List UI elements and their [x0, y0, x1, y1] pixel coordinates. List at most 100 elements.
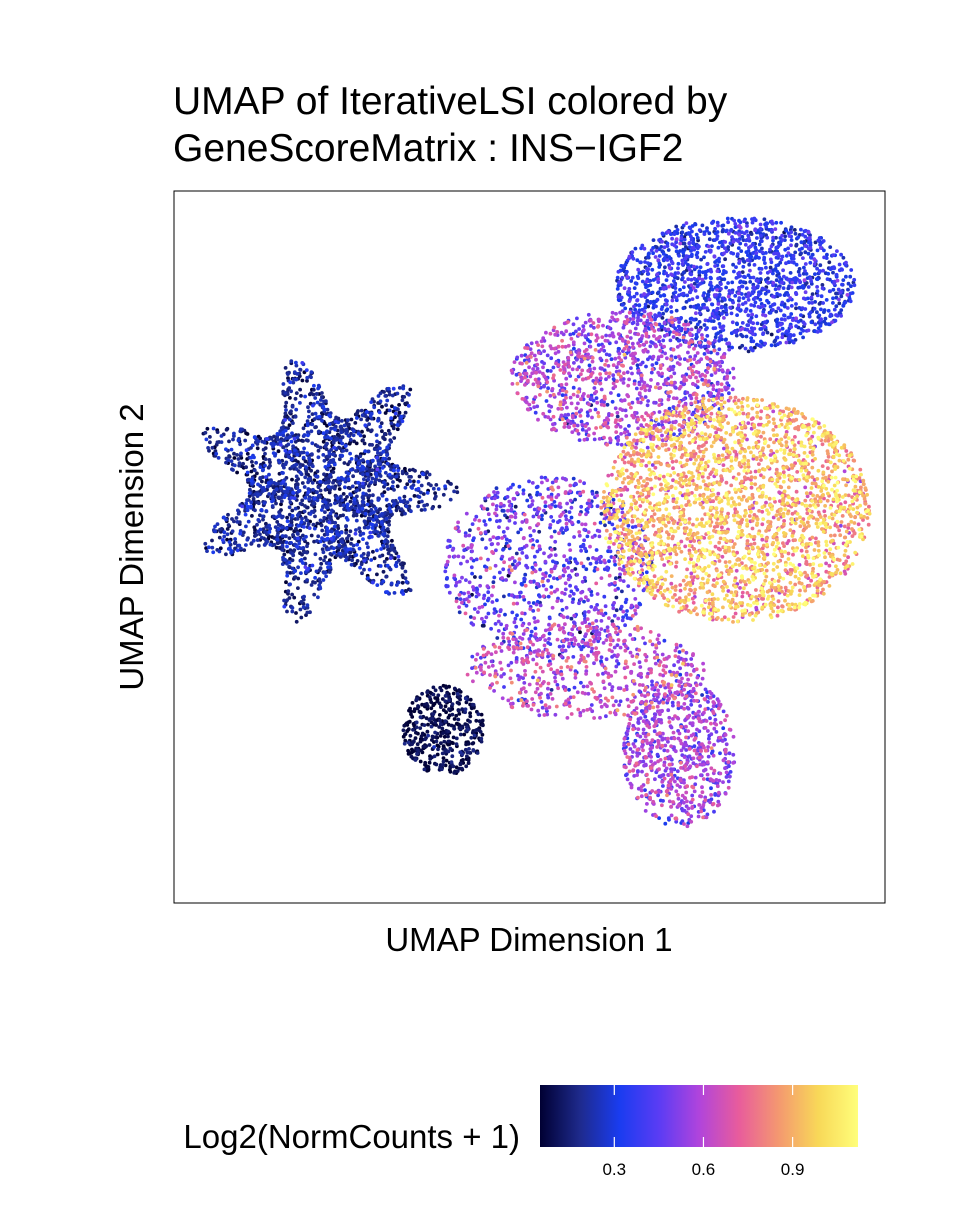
cell-point: [817, 270, 822, 274]
cell-point: [367, 567, 372, 572]
cell-point: [664, 271, 668, 276]
cell-point: [517, 547, 522, 552]
cell-point: [443, 704, 448, 709]
cell-point: [252, 435, 257, 440]
cell-point: [338, 481, 342, 486]
cell-point: [289, 439, 294, 444]
cell-point: [765, 330, 770, 335]
cell-point: [206, 545, 211, 550]
cell-point: [684, 245, 688, 249]
cell-point: [546, 641, 551, 645]
cell-point: [689, 234, 693, 239]
cell-point: [514, 624, 519, 629]
cell-point: [605, 565, 610, 570]
cell-point: [751, 332, 755, 336]
cell-point: [469, 735, 474, 740]
cell-point: [437, 725, 442, 729]
cell-point: [349, 505, 354, 510]
cell-point: [676, 261, 681, 266]
cell-point: [823, 316, 828, 321]
cell-point: [331, 546, 336, 551]
cell-point: [369, 428, 374, 433]
cell-point: [771, 294, 775, 299]
cell-point: [635, 363, 640, 368]
cell-point: [479, 739, 484, 744]
cell-point: [285, 570, 290, 575]
cell-point: [596, 343, 601, 347]
cell-point: [302, 525, 306, 529]
cell-point: [327, 479, 331, 484]
cell-point: [319, 523, 324, 528]
cell-point: [449, 723, 454, 728]
cell-point: [203, 541, 208, 546]
cell-point: [571, 476, 576, 481]
cell-point: [515, 613, 519, 618]
cell-point: [493, 622, 498, 626]
cell-point: [433, 688, 438, 693]
cell-point: [695, 236, 700, 240]
cell-point: [555, 683, 560, 687]
cell-point: [281, 430, 286, 435]
cell-point: [237, 543, 242, 548]
cell-point: [748, 280, 753, 284]
cell-point: [801, 335, 805, 340]
cell-point: [329, 529, 334, 534]
cell-point: [285, 519, 290, 524]
cell-point: [452, 717, 457, 721]
cell-point: [572, 620, 576, 625]
cell-point: [532, 507, 537, 512]
cell-point: [503, 513, 507, 518]
cell-point: [741, 259, 746, 264]
cell-point: [284, 436, 289, 440]
cell-point: [782, 313, 786, 318]
cell-point: [466, 758, 471, 762]
cell-point: [307, 526, 312, 530]
cell-point: [757, 256, 761, 260]
cell-point: [634, 291, 639, 296]
cell-point: [272, 490, 276, 495]
cell-point: [405, 401, 409, 406]
cell-point: [328, 503, 333, 507]
cell-point: [376, 394, 381, 398]
cell-point: [381, 449, 386, 454]
cell-point: [544, 399, 549, 403]
cell-point: [420, 702, 424, 707]
cell-point: [327, 570, 332, 574]
cell-point: [680, 292, 685, 296]
cell-point: [281, 471, 285, 475]
cell-point: [740, 343, 745, 348]
cell-point: [343, 485, 347, 490]
cell-point: [272, 434, 276, 439]
cell-point: [773, 287, 778, 292]
cell-point: [312, 539, 316, 544]
cell-point: [309, 375, 313, 380]
cell-point: [369, 558, 374, 562]
cell-point: [314, 392, 319, 396]
cell-point: [697, 269, 702, 274]
cell-point: [325, 407, 330, 412]
cell-point: [719, 282, 723, 286]
cell-point: [288, 571, 293, 575]
cell-point: [419, 734, 424, 739]
cell-point: [370, 522, 375, 527]
cell-point: [758, 297, 763, 302]
cell-point: [719, 304, 724, 309]
cell-point: [737, 270, 742, 275]
cell-point: [289, 519, 294, 524]
cell-point: [344, 558, 348, 563]
cell-point: [283, 448, 288, 453]
cell-point: [290, 508, 295, 513]
cell-point: [329, 426, 333, 431]
cell-point: [282, 465, 286, 470]
cell-point: [377, 410, 382, 415]
cell-point: [614, 595, 619, 600]
cell-point: [406, 404, 411, 408]
cell-point: [245, 470, 250, 475]
cell-point: [670, 261, 675, 266]
cell-point: [361, 438, 365, 443]
cell-point: [764, 221, 769, 226]
cell-point: [283, 462, 288, 467]
cell-point: [751, 321, 755, 326]
cell-point: [311, 501, 316, 506]
cell-point: [713, 264, 717, 268]
